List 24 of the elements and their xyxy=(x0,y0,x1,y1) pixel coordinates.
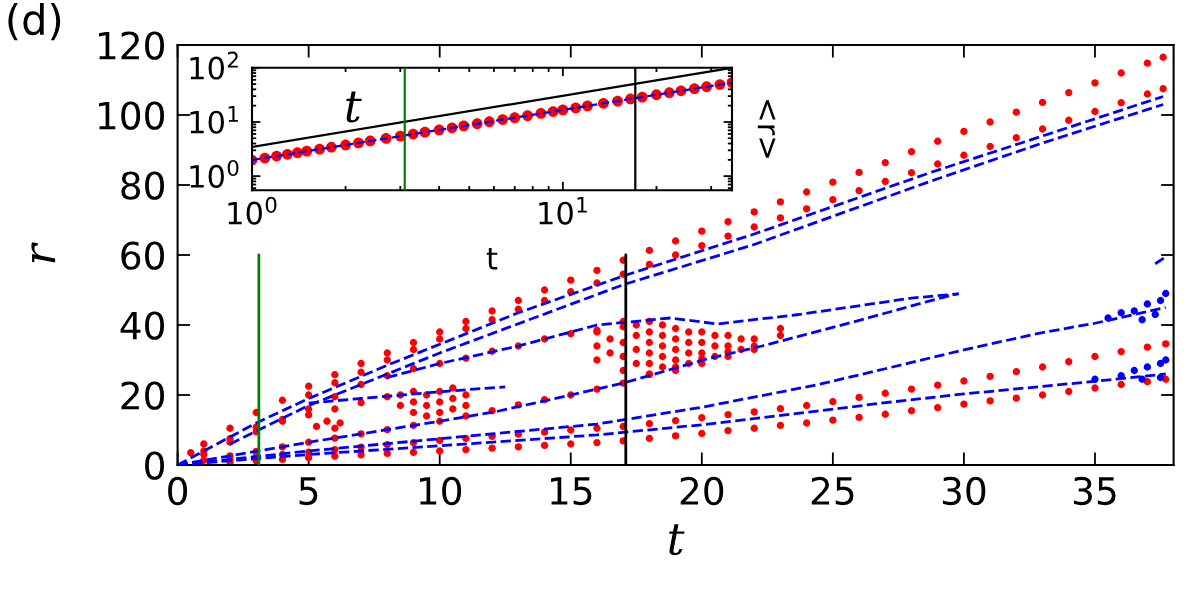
y-tick-label: 0 xyxy=(145,451,164,480)
x-tick-label: 25 xyxy=(811,476,854,506)
x-axis-title: t xyxy=(486,247,498,270)
x-tick-label: 15 xyxy=(551,477,592,506)
legend-label: t xyxy=(346,91,362,123)
y-tick-label: 10$^{1}$ xyxy=(190,106,238,134)
y-tick-label: 20 xyxy=(121,381,164,410)
y-axis-title: <r> xyxy=(757,100,776,158)
x-tick-label: 5 xyxy=(299,477,318,506)
y-tick-label: 40 xyxy=(120,311,164,340)
y-tick-label: 10$^{0}$ xyxy=(190,159,239,188)
y-tick-label: 60 xyxy=(121,241,164,270)
y-tick-label: 100 xyxy=(99,101,164,130)
x-tick-label: 0 xyxy=(168,476,188,506)
y-tick-label: 120 xyxy=(99,31,164,60)
x-tick-label: 20 xyxy=(680,476,724,506)
x-axis-title: t xyxy=(669,524,685,556)
y-tick-label: 10$^{2}$ xyxy=(190,51,238,80)
x-tick-label: 35 xyxy=(1073,476,1116,506)
x-tick-label: 30 xyxy=(942,476,986,506)
x-tick-label: 10 xyxy=(419,476,462,506)
y-axis-title: r xyxy=(31,242,56,263)
y-tick-label: 80 xyxy=(121,171,164,200)
text: (d) xyxy=(8,3,61,41)
